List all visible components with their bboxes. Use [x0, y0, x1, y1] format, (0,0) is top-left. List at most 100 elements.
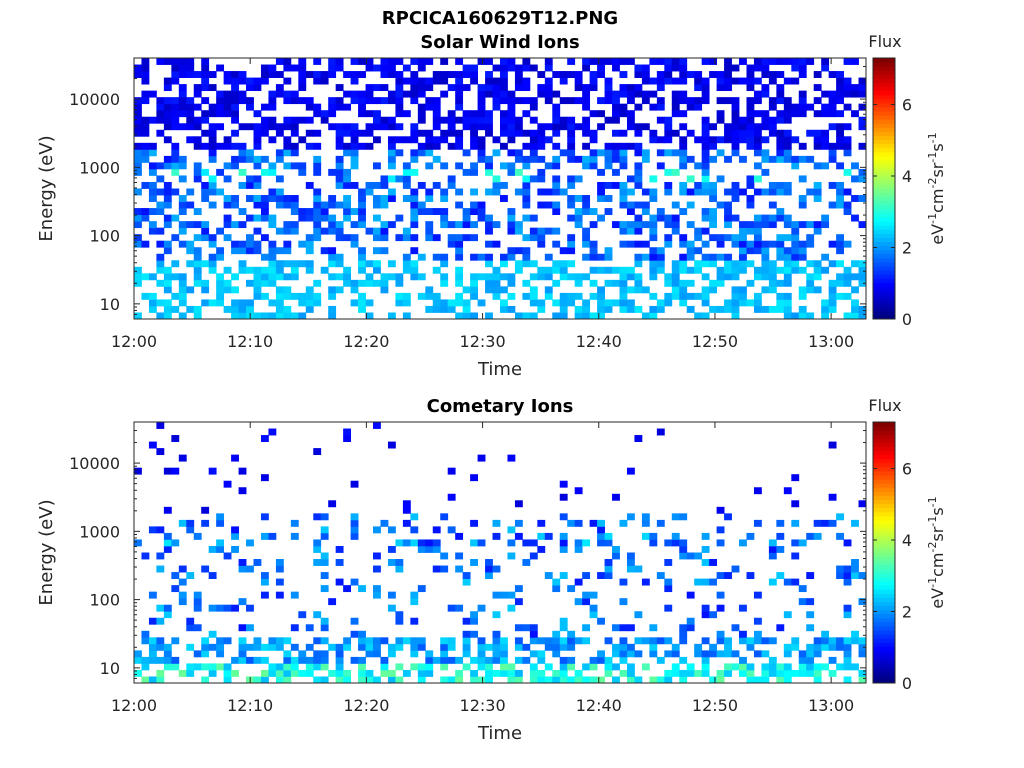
heatmap-cell — [290, 227, 299, 235]
heatmap-cell — [171, 637, 180, 645]
heatmap-cell — [402, 90, 411, 98]
heatmap-cell — [492, 669, 501, 677]
heatmap-cell — [791, 110, 800, 118]
heatmap-cell — [343, 201, 352, 209]
heatmap-cell — [208, 142, 217, 150]
heatmap-cell — [574, 545, 583, 553]
heatmap-cell — [305, 656, 314, 664]
heatmap-cell — [320, 663, 329, 671]
heatmap-cell — [298, 116, 307, 124]
heatmap-cell — [559, 312, 568, 320]
heatmap-cell — [597, 519, 605, 527]
heatmap-cell — [485, 116, 493, 124]
heatmap-cell — [193, 260, 202, 268]
heatmap-cell — [500, 64, 508, 72]
heatmap-cell — [178, 110, 187, 118]
heatmap-cell — [828, 149, 837, 157]
heatmap-cell — [626, 116, 635, 124]
heatmap-cells — [134, 422, 867, 684]
heatmap-cell — [171, 97, 180, 105]
heatmap-cell — [671, 266, 680, 274]
heatmap-cell — [163, 162, 172, 170]
heatmap-cell — [559, 539, 568, 547]
heatmap-cell — [231, 299, 239, 307]
heatmap-cell — [821, 58, 830, 65]
heatmap-cell — [455, 162, 464, 170]
heatmap-cell — [731, 97, 740, 105]
colorbar-step — [873, 548, 895, 553]
heatmap-cell — [253, 266, 262, 274]
colorbar-step — [873, 503, 895, 509]
heatmap-cell — [686, 71, 695, 78]
heatmap-cell — [753, 97, 762, 105]
heatmap-cell — [350, 97, 359, 105]
heatmap-cell — [223, 234, 232, 242]
x-tick-label: 12:30 — [460, 696, 506, 715]
heatmap-cell — [746, 123, 755, 131]
heatmap-cell — [597, 253, 605, 261]
heatmap-cell — [649, 247, 658, 255]
colorbar-step — [873, 446, 895, 452]
heatmap-cell — [365, 279, 374, 287]
heatmap-cell — [387, 188, 396, 196]
heatmap-cell — [260, 253, 269, 261]
heatmap-cell — [761, 64, 770, 72]
heatmap-cell — [470, 234, 478, 242]
heatmap-cell — [776, 110, 785, 118]
heatmap-cell — [440, 513, 449, 521]
heatmap-cell — [283, 663, 292, 671]
heatmap-cell — [731, 142, 740, 150]
heatmap-cell — [253, 273, 262, 281]
heatmap-cell — [791, 227, 800, 235]
heatmap-cell — [298, 77, 307, 85]
heatmap-cell — [477, 663, 486, 671]
heatmap-cell — [574, 84, 583, 92]
heatmap-cell — [686, 663, 695, 671]
heatmap-cell — [447, 240, 456, 248]
heatmap-cell — [821, 136, 830, 144]
heatmap-cell — [395, 611, 404, 619]
heatmap-cell — [193, 598, 202, 606]
heatmap-cell — [634, 84, 643, 92]
heatmap-cell — [739, 116, 747, 124]
heatmap-cell — [604, 58, 613, 65]
heatmap-cell — [559, 656, 568, 664]
heatmap-cell — [821, 637, 830, 645]
heatmap-cell — [753, 136, 762, 144]
heatmap-cell — [739, 299, 747, 307]
heatmap-cell — [290, 142, 299, 150]
heatmap-cell — [268, 266, 277, 274]
heatmap-cell — [641, 286, 650, 294]
heatmap-cell — [701, 227, 710, 235]
heatmap-cell — [343, 637, 352, 645]
heatmap-cell — [477, 604, 486, 612]
heatmap-cell — [275, 669, 284, 677]
heatmap-cell — [365, 123, 374, 131]
heatmap-cell — [567, 129, 576, 137]
heatmap-cell — [836, 234, 844, 242]
heatmap-cell — [724, 84, 732, 92]
heatmap-cell — [350, 71, 359, 78]
heatmap-cell — [783, 299, 792, 307]
heatmap-cell — [223, 136, 232, 144]
heatmap-cell — [791, 552, 800, 560]
heatmap-cell — [761, 71, 770, 78]
colorbar-step — [873, 302, 895, 308]
colorbar-step — [873, 507, 895, 513]
heatmap-cell — [253, 162, 262, 170]
heatmap-cell — [828, 441, 837, 449]
heatmap-cell — [783, 643, 792, 651]
colorbar-step — [873, 196, 895, 202]
heatmap-cell — [761, 90, 770, 98]
heatmap-cell — [694, 162, 703, 170]
heatmap-cell — [716, 539, 725, 547]
heatmap-cell — [514, 116, 523, 124]
heatmap-cell — [597, 312, 605, 320]
heatmap-cell — [283, 162, 292, 170]
heatmap-cell — [753, 519, 762, 527]
heatmap-cell — [350, 234, 359, 242]
heatmap-cell — [163, 611, 172, 619]
colorbar-step — [873, 127, 895, 132]
heatmap-cell — [679, 149, 688, 157]
heatmap-cell — [163, 279, 172, 287]
